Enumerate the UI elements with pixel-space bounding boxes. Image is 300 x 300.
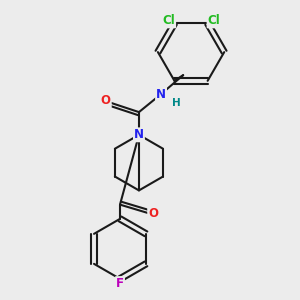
Text: F: F [116,277,124,290]
Text: Cl: Cl [208,14,220,27]
Text: O: O [101,94,111,107]
Text: N: N [134,128,144,141]
Text: H: H [172,98,181,108]
Text: Cl: Cl [162,14,175,27]
Text: O: O [148,207,158,220]
Text: N: N [156,88,166,100]
